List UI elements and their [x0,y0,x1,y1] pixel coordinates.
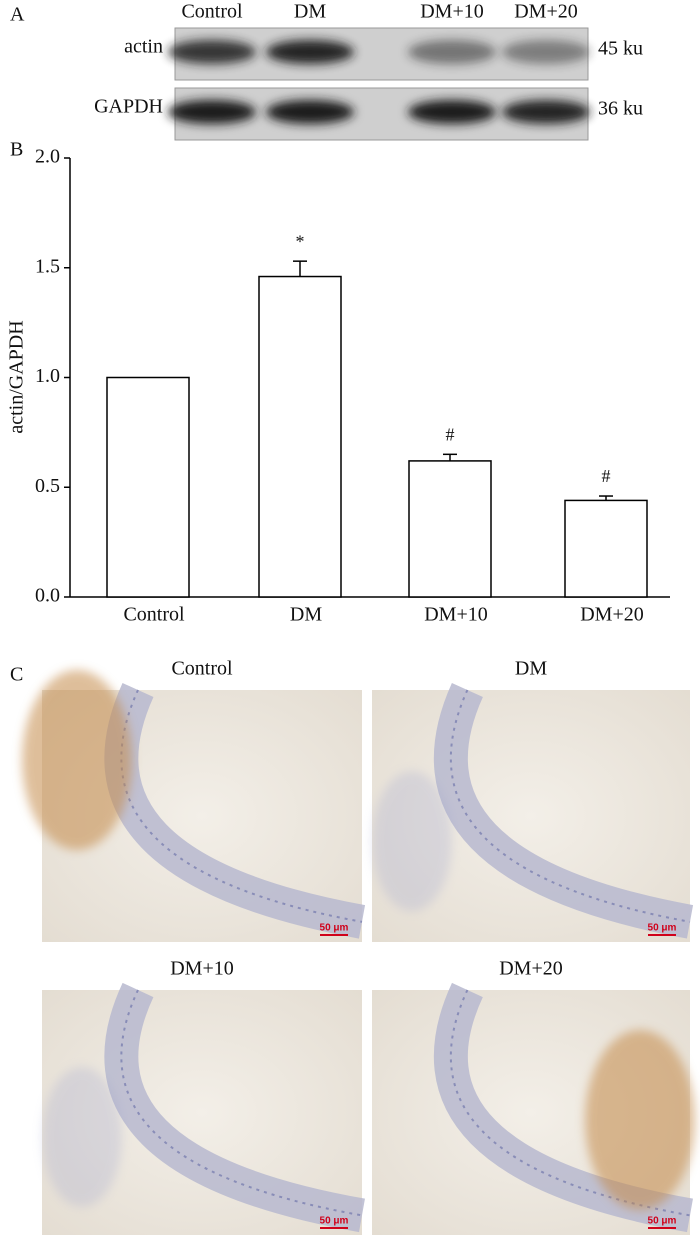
blot-size-label: 45 ku [598,38,643,60]
y-tick-label: 0.5 [35,475,60,497]
scale-bar-label: 50 μm [320,1216,349,1227]
stained-tissue [22,670,132,850]
scale-bar-label: 50 μm [648,923,677,934]
significance-mark: # [602,466,611,486]
vessel-wall [433,683,694,939]
significance-mark: * [296,231,305,251]
micrograph-title: Control [171,658,233,680]
lane-label: DM+10 [420,1,484,23]
scale-bar-label: 50 μm [648,1216,677,1227]
lane-label: Control [181,1,243,23]
x-tick-label: DM+20 [580,604,644,626]
x-tick-label: DM [290,604,322,626]
micrograph-title: DM [515,658,547,680]
bar [564,499,648,598]
blot-band [266,100,354,124]
vessel-wall-edge [449,989,691,1217]
error-bar [293,260,307,277]
bar [258,275,342,598]
cell-cluster [42,1067,122,1207]
blot-row-label: actin [124,36,163,58]
x-tick-label: Control [123,604,185,626]
panel-label: B [10,139,23,161]
y-tick-label: 1.0 [35,365,60,387]
cell-cluster [372,771,452,912]
y-tick-label: 0.0 [35,585,60,607]
lane-label: DM [294,1,326,23]
panel-label: A [10,4,25,26]
panel-label: C [10,664,23,686]
blot-band [408,40,496,64]
x-tick-label: DM+10 [424,604,488,626]
blot-band [408,100,496,124]
blot-band [502,40,590,64]
lane-label: DM+20 [514,1,578,23]
micrograph-title: DM+10 [170,958,234,980]
blot-band [168,40,256,64]
error-bar [443,453,457,461]
stained-tissue [585,1030,695,1210]
micrograph-title: DM+20 [499,958,563,980]
scale-bar-label: 50 μm [320,923,349,934]
blot-band [168,100,256,124]
error-bar [599,495,613,501]
blot-size-label: 36 ku [598,98,643,120]
y-tick-label: 1.5 [35,255,60,277]
vessel-wall-edge [120,989,363,1217]
significance-mark: # [446,424,455,444]
bar [408,460,492,598]
y-tick-label: 2.0 [35,146,60,168]
blot-row-label: GAPDH [94,96,163,118]
blot-band [502,100,590,124]
bar [106,376,190,598]
y-axis-label: actin/GAPDH [6,320,28,433]
blot-band [266,40,354,64]
